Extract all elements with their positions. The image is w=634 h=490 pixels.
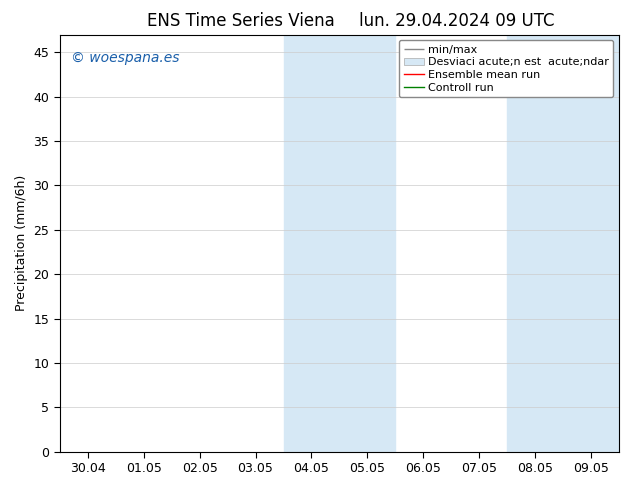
Y-axis label: Precipitation (mm/6h): Precipitation (mm/6h) xyxy=(15,175,28,311)
Text: lun. 29.04.2024 09 UTC: lun. 29.04.2024 09 UTC xyxy=(359,12,554,30)
Text: © woespana.es: © woespana.es xyxy=(71,51,179,65)
Legend: min/max, Desviaci acute;n est  acute;ndar, Ensemble mean run, Controll run: min/max, Desviaci acute;n est acute;ndar… xyxy=(399,40,614,98)
Bar xyxy=(283,35,339,452)
Bar xyxy=(339,35,396,452)
Bar xyxy=(507,35,563,452)
Text: ENS Time Series Viena: ENS Time Series Viena xyxy=(147,12,335,30)
Bar xyxy=(563,35,619,452)
